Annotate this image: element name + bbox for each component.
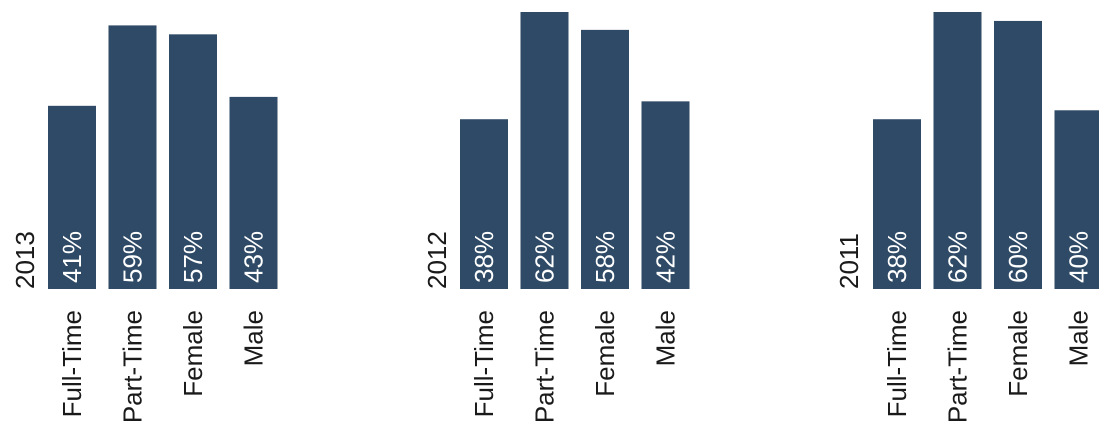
- category-label: Male: [1064, 310, 1094, 366]
- value-label: 38%: [882, 231, 912, 283]
- value-label: 58%: [590, 231, 620, 283]
- category-label: Male: [239, 310, 269, 366]
- category-label: Part-Time: [530, 310, 560, 423]
- bar-part-time: [520, 12, 569, 289]
- category-label: Part-Time: [118, 310, 148, 423]
- value-label: 43%: [239, 231, 269, 283]
- year-label: 2012: [422, 231, 452, 289]
- category-label: Male: [651, 310, 681, 366]
- bar-male: [641, 101, 690, 290]
- category-label: Part-Time: [943, 310, 973, 423]
- chart-2012: 2012 38% Full-Time 62% Part-Time 58% Female 42%…: [422, 12, 690, 423]
- category-label: Full-Time: [882, 310, 912, 417]
- value-label: 62%: [530, 231, 560, 283]
- value-label: 62%: [943, 231, 973, 283]
- bar-female: [581, 29, 629, 289]
- bar-full-time: [460, 119, 508, 290]
- year-label: 2011: [834, 233, 864, 289]
- bar-part-time: [108, 25, 157, 289]
- bar-part-time: [933, 12, 982, 289]
- bar-full-time: [873, 119, 921, 290]
- value-label: 42%: [651, 231, 681, 283]
- category-label: Full-Time: [469, 310, 499, 417]
- chart-2011: 2011 38% Full-Time 62% Part-Time 60% Female 40%…: [834, 12, 1099, 423]
- bar-male: [229, 96, 278, 289]
- value-label: 57%: [178, 231, 208, 283]
- value-label: 40%: [1064, 231, 1094, 283]
- year-label: 2013: [10, 231, 40, 289]
- bar-female: [169, 34, 217, 289]
- category-label: Full-Time: [57, 310, 87, 417]
- value-label: 41%: [57, 231, 87, 283]
- value-label: 60%: [1003, 231, 1033, 283]
- bar-full-time: [48, 105, 96, 290]
- category-label: Female: [178, 310, 208, 397]
- chart-2013: 2013 41% Full-Time 59% Part-Time 57% Female 43%…: [10, 25, 278, 423]
- bar-female: [994, 20, 1042, 289]
- category-label: Female: [590, 310, 620, 397]
- category-label: Female: [1003, 310, 1033, 397]
- value-label: 59%: [118, 231, 148, 283]
- value-label: 38%: [469, 231, 499, 283]
- bar-male: [1054, 110, 1099, 290]
